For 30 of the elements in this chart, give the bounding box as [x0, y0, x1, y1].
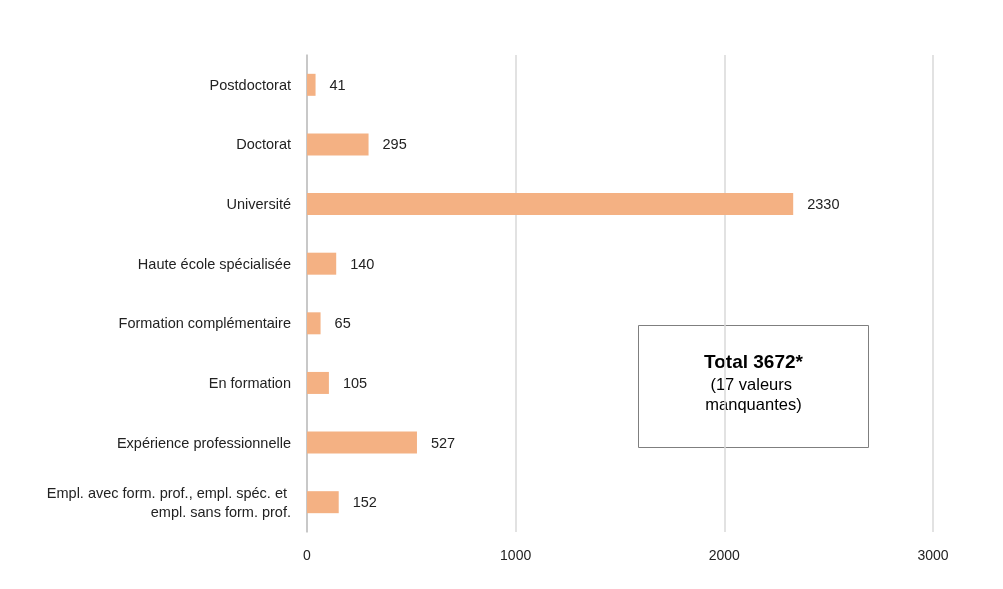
bar [307, 312, 321, 335]
x-tick-label: 2000 [708, 547, 741, 563]
bar [307, 371, 329, 394]
y-tick-label: Empl. avec form. prof., empl. spéc. et empl. sans form. prof. [46, 484, 291, 520]
x-tick-label: 1000 [500, 547, 532, 563]
y-tick-label: Expérience professionnelle [116, 434, 291, 451]
x-tick-label: 3000 [917, 547, 949, 563]
y-tick-label: Haute école spécialisée [137, 255, 291, 272]
y-tick-label: Université [226, 196, 291, 213]
data-label: 140 [350, 255, 375, 272]
data-label: 152 [352, 494, 377, 511]
annotation: Total 3672* [704, 351, 804, 372]
data-label: 2330 [807, 196, 840, 213]
y-tick-label: Doctorat [236, 136, 291, 153]
x-tick-label: 0 [303, 547, 312, 563]
bar [307, 133, 369, 156]
y-tick-label: Postdoctorat [209, 76, 291, 93]
bar [307, 431, 417, 454]
y-tick-label: Formation complémentaire [118, 315, 291, 332]
bar [307, 491, 339, 514]
annotation: (17 valeurs manquantes) [705, 374, 802, 413]
bar [307, 252, 337, 275]
data-label: 105 [342, 374, 368, 391]
data-label: 41 [329, 76, 346, 93]
bar [307, 193, 794, 216]
bar [307, 73, 316, 96]
y-tick-label: En formation [208, 374, 291, 391]
data-label: 295 [382, 136, 407, 153]
data-label: 527 [430, 434, 456, 451]
data-label: 65 [334, 315, 351, 332]
